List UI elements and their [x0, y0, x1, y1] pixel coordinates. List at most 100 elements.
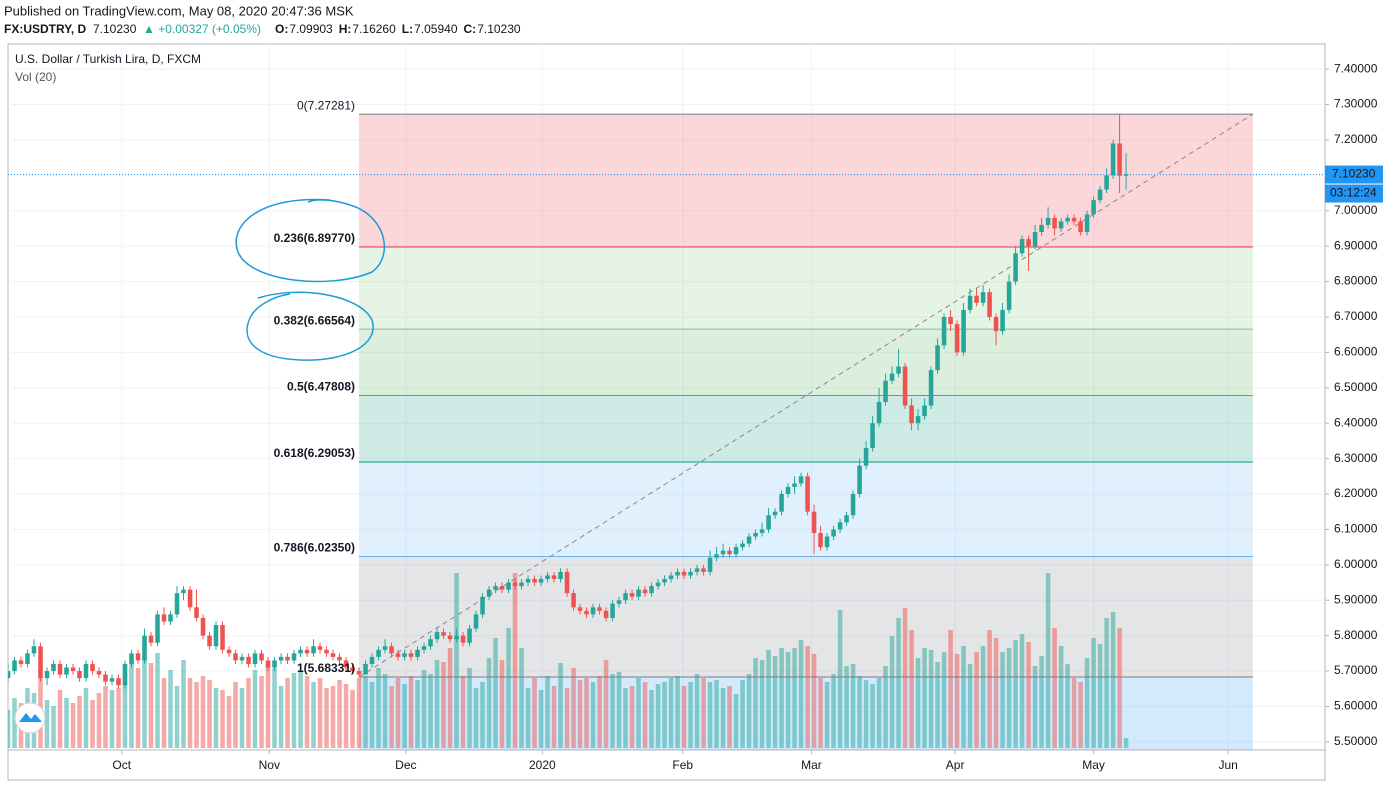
candle-body: [889, 373, 895, 381]
candle-body: [272, 660, 277, 668]
volume-bar: [408, 676, 414, 748]
candle-body: [1104, 175, 1109, 190]
candle-body: [499, 586, 505, 590]
candle-body: [714, 554, 719, 558]
volume-bar: [649, 690, 654, 748]
volume-bar: [519, 648, 524, 748]
candle-body: [103, 674, 108, 682]
plot: [8, 44, 1325, 750]
candle-body: [142, 635, 147, 661]
candle-body: [324, 649, 329, 654]
volume-bar: [135, 668, 141, 748]
candle-body: [161, 614, 167, 622]
candle-body: [467, 628, 472, 643]
candle-body: [506, 582, 511, 590]
candle-body: [473, 614, 479, 629]
volume-bar: [493, 638, 498, 748]
candle-body: [291, 653, 297, 661]
x-tick-label: Oct: [112, 758, 131, 772]
candle-body: [961, 309, 966, 353]
volume-bar: [805, 646, 810, 748]
fib-label: 1(5.68331): [297, 661, 355, 675]
volume-bar: [402, 684, 407, 748]
candle-body: [116, 678, 121, 686]
candle-body: [38, 646, 43, 679]
symbol: FX:USDTRY, D: [4, 22, 87, 36]
candle-body: [285, 656, 290, 661]
volume-bar: [285, 678, 290, 748]
candle-body: [590, 607, 596, 615]
candle-body: [922, 405, 927, 417]
candle-body: [369, 656, 375, 664]
x-tick-label: Dec: [395, 758, 416, 772]
candle-body: [584, 610, 589, 615]
volume-bar: [668, 678, 674, 748]
volume-bar: [1065, 664, 1070, 748]
volume-bar: [109, 690, 115, 748]
volume-bar: [259, 676, 264, 748]
volume-bar: [1026, 642, 1031, 748]
y-tick-label: 6.40000: [1334, 415, 1378, 429]
hand-drawn-ellipse: [235, 198, 386, 283]
candle-body: [974, 295, 979, 303]
x-tick-label: Feb: [672, 758, 693, 772]
fib-label: 0.5(6.47808): [287, 380, 355, 394]
volume-bar: [740, 680, 745, 748]
y-tick-label: 7.20000: [1334, 132, 1378, 146]
candle-body: [70, 667, 76, 672]
volume-bar: [512, 573, 518, 748]
candle-body: [967, 295, 973, 310]
candle-body: [694, 568, 700, 572]
x-tick-label: May: [1082, 758, 1105, 772]
volume-bar: [714, 680, 719, 748]
candle-body: [77, 671, 82, 679]
candle-body: [382, 646, 388, 650]
volume-bar: [1032, 666, 1038, 748]
candle-body: [64, 667, 69, 675]
volume-bar: [766, 650, 771, 748]
candle-body: [493, 586, 498, 590]
candle-body: [1006, 281, 1012, 310]
volume-bar: [616, 672, 622, 748]
volume-bar: [64, 698, 69, 748]
volume-bar: [623, 688, 628, 748]
volume-bar: [961, 646, 966, 748]
fib-band: [359, 114, 1253, 247]
candle-body: [226, 649, 232, 654]
volume-bar: [460, 676, 466, 748]
y-tick-label: 5.90000: [1334, 592, 1378, 606]
candle-body: [421, 646, 427, 650]
candle-body: [486, 589, 492, 597]
y-tick-label: 6.70000: [1334, 309, 1378, 323]
candle-body: [57, 663, 63, 675]
volume-bar: [779, 648, 784, 748]
candle-body: [662, 578, 667, 583]
volume-bar: [1019, 634, 1025, 748]
volume-bar: [681, 686, 687, 748]
candle-body: [720, 550, 726, 555]
candle-body: [181, 589, 186, 594]
volume-bar: [369, 682, 375, 748]
candle-body: [746, 536, 752, 544]
candle-body: [759, 529, 765, 533]
volume-bar: [246, 678, 251, 748]
y-tick-label: 6.30000: [1334, 451, 1378, 465]
volume-bar: [785, 652, 791, 748]
volume-bar: [922, 648, 927, 748]
candle-body: [1078, 221, 1083, 233]
logo-mark: [19, 713, 42, 722]
candle-body: [805, 476, 810, 512]
candle-body: [980, 292, 986, 303]
candle-body: [987, 292, 992, 317]
volume-bar: [278, 686, 284, 748]
volume-bar: [129, 660, 134, 748]
volume-bar: [376, 668, 381, 748]
candle-body: [733, 547, 739, 555]
volume-bar: [226, 696, 232, 748]
volume-bar: [51, 706, 56, 748]
volume-bar: [83, 688, 89, 748]
volume-bar: [395, 678, 401, 748]
volume-bar: [57, 690, 63, 748]
volume-bar: [499, 660, 505, 748]
candle-body: [1117, 143, 1122, 176]
